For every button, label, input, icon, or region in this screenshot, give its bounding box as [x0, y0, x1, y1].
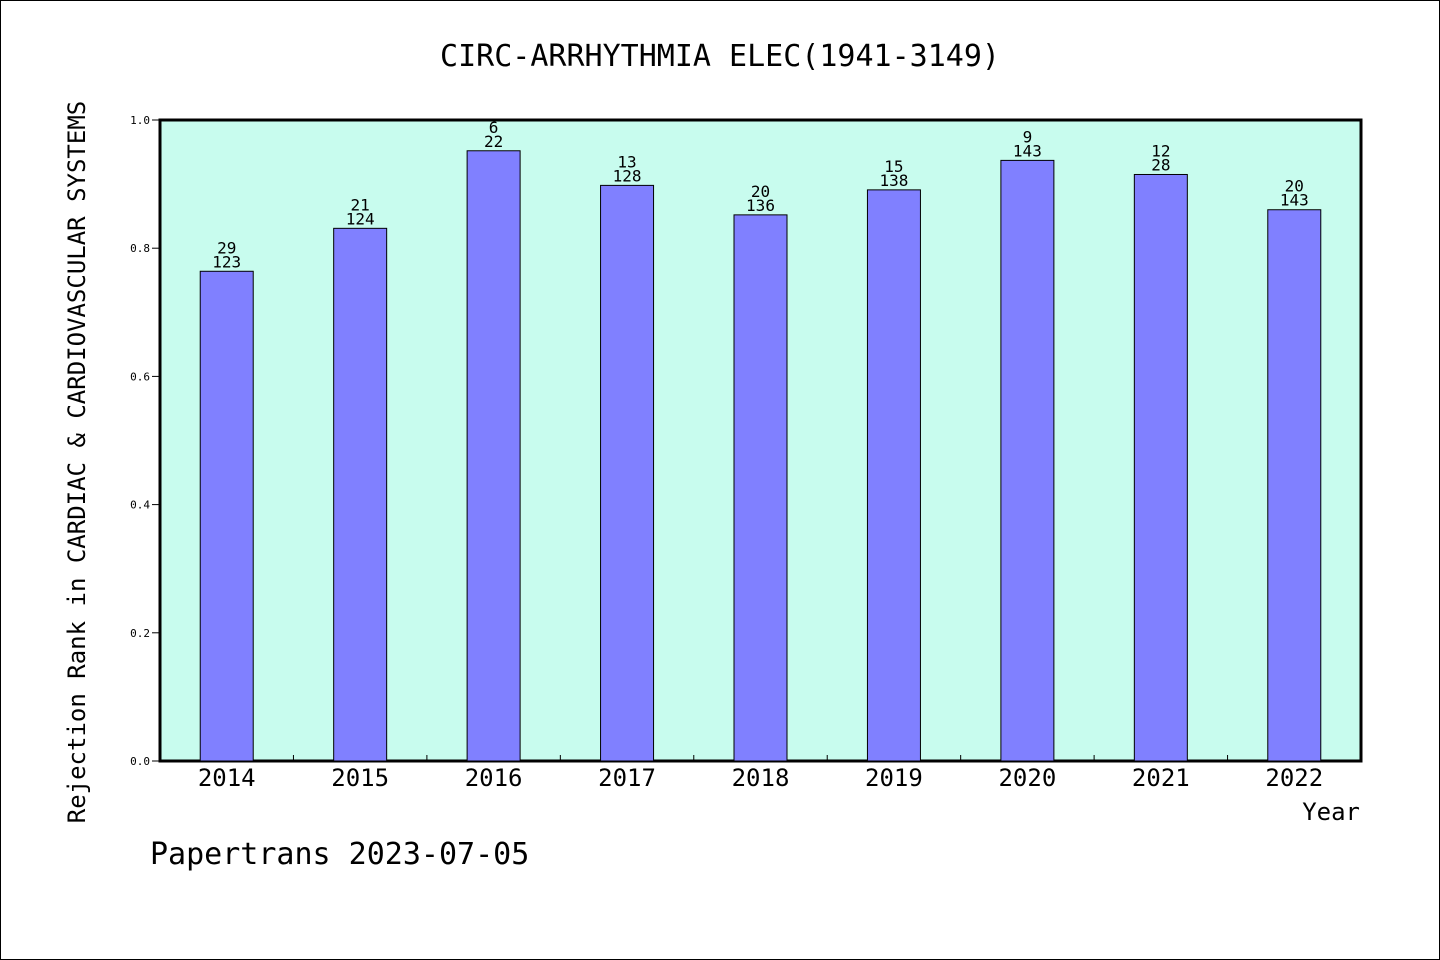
bar-2019: [866, 189, 921, 762]
y-tick-label: 0.4: [130, 499, 150, 512]
y-tick-label: 1.0: [130, 114, 150, 127]
bar-label-bottom-2015: 124: [346, 209, 375, 228]
x-tick-label-2020: 2020: [998, 764, 1056, 792]
bar-2018: [733, 214, 788, 762]
bar-2017: [600, 184, 655, 762]
bar-label-top-2022: 20: [1285, 177, 1304, 196]
bar-label-top-2015: 21: [351, 195, 370, 214]
x-tick-label-2015: 2015: [331, 764, 389, 792]
y-axis-label: Rejection Rank in CARDIAC & CARDIOVASCUL…: [63, 101, 91, 823]
bar-label-top-2021: 12: [1151, 141, 1170, 160]
x-axis-ticks: 2014 2015 2016 2017 2018 2019 2020 2021 2022: [198, 755, 1323, 792]
x-tick-label-2019: 2019: [865, 764, 923, 792]
x-tick-label-2017: 2017: [598, 764, 656, 792]
y-axis-ticks: 0.0 0.2 0.4 0.6 0.8 1.0: [130, 114, 160, 768]
bar-2016: [466, 150, 521, 762]
chart-title: CIRC-ARRHYTHMIA ELEC(1941-3149): [440, 39, 1000, 74]
bar-label-bottom-2020: 143: [1013, 141, 1042, 160]
footer-credit: Papertrans 2023-07-05: [150, 837, 529, 872]
bar-label-top-2016: 6: [489, 118, 499, 137]
bar-label-bottom-2014: 123: [212, 252, 241, 271]
bar-2014: [199, 270, 254, 762]
x-tick-label-2021: 2021: [1132, 764, 1190, 792]
x-tick-label-2016: 2016: [465, 764, 523, 792]
bar-2020: [1000, 159, 1055, 762]
bar-2022: [1267, 209, 1322, 762]
bar-label-top-2018: 20: [751, 182, 770, 201]
y-tick-label: 0.0: [130, 755, 150, 768]
bar-label-bottom-2017: 128: [613, 166, 642, 185]
bar-label-bottom-2019: 138: [879, 171, 908, 190]
bar-label-bottom-2016: 22: [484, 132, 503, 151]
x-tick-label-2022: 2022: [1265, 764, 1323, 792]
bar-2021: [1133, 173, 1188, 762]
bar-2015: [333, 227, 388, 762]
bar-label-bottom-2022: 143: [1280, 191, 1309, 210]
x-tick-label-2014: 2014: [198, 764, 256, 792]
bar-label-top-2017: 13: [617, 152, 636, 171]
x-tick-label-2018: 2018: [732, 764, 790, 792]
bar-label-top-2020: 9: [1023, 127, 1033, 146]
x-axis-label: Year: [1302, 798, 1360, 826]
y-tick-label: 0.8: [130, 242, 150, 255]
y-tick-label: 0.6: [130, 370, 150, 383]
bar-label-bottom-2018: 136: [746, 196, 775, 215]
y-tick-label: 0.2: [130, 627, 150, 640]
bar-label-bottom-2021: 28: [1151, 155, 1170, 174]
bar-label-top-2019: 15: [884, 157, 903, 176]
bar-label-top-2014: 29: [217, 238, 236, 257]
